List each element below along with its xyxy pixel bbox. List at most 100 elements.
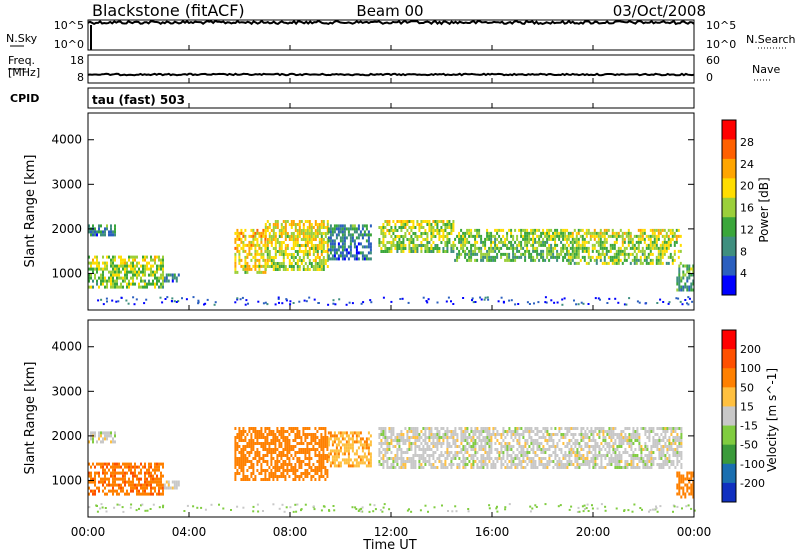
echo-cell — [365, 446, 368, 450]
echo-cell — [422, 232, 425, 235]
echo-cell — [410, 247, 413, 250]
echo-cell — [407, 301, 410, 304]
echo-cell — [692, 282, 695, 286]
echo-cell — [272, 472, 275, 475]
echo-cell — [595, 261, 598, 265]
echo-cell — [585, 234, 588, 238]
echo-cell — [343, 254, 346, 258]
echo-cell — [104, 434, 106, 438]
echo-cell — [286, 457, 289, 460]
echo-cell — [154, 486, 156, 490]
echo-cell — [492, 234, 495, 238]
echo-cell — [632, 466, 635, 469]
echo-cell — [454, 243, 457, 247]
echo-cell — [367, 251, 370, 255]
echo-cell — [404, 427, 407, 430]
echo-cell — [594, 430, 597, 433]
echo-cell — [436, 439, 439, 442]
echo-cell — [452, 463, 455, 466]
echo-cell — [590, 457, 593, 460]
echo-cell — [282, 220, 285, 223]
echo-cell — [282, 466, 285, 469]
echo-cell — [514, 303, 517, 306]
echo-cell — [678, 492, 681, 496]
echo-cell — [494, 436, 497, 439]
echo-cell — [106, 279, 108, 283]
echo-cell — [630, 445, 633, 448]
echo-cell — [546, 231, 549, 235]
echo-cell — [604, 454, 607, 457]
echo-cell — [410, 226, 413, 229]
echo-cell — [602, 445, 605, 448]
echo-cell — [333, 464, 336, 468]
echo-cell — [404, 466, 407, 469]
echo-cell — [430, 223, 433, 226]
echo-cell — [92, 270, 94, 274]
echo-cell — [353, 245, 356, 249]
echo-cell — [266, 241, 269, 244]
echo-cell — [128, 255, 130, 259]
echo-cell — [363, 455, 366, 459]
echo-cell — [98, 434, 100, 438]
echo-cell — [318, 469, 321, 472]
echo-cell — [294, 475, 297, 478]
echo-cell — [258, 457, 261, 460]
echo-cell — [100, 462, 102, 466]
echo-cell — [570, 448, 573, 451]
echo-cell — [425, 300, 428, 302]
echo-cell — [575, 243, 578, 247]
echo-cell — [642, 448, 645, 451]
echo-cell — [320, 223, 323, 226]
echo-cell — [672, 460, 675, 463]
echo-cell — [432, 229, 435, 232]
echo-cell — [610, 427, 613, 430]
echo-cell — [434, 220, 437, 223]
echo-cell — [288, 433, 291, 436]
echo-cell — [266, 433, 269, 436]
echo-cell — [594, 463, 597, 466]
echo-cell — [266, 454, 269, 457]
echo-cell — [422, 466, 425, 469]
echo-cell — [332, 302, 335, 305]
echo-cell — [322, 445, 325, 448]
echo-cell — [386, 442, 389, 445]
echo-cell — [688, 267, 691, 271]
echo-cell — [354, 506, 357, 509]
echo-cell — [382, 442, 385, 445]
echo-cell — [278, 460, 281, 463]
echo-cell — [329, 464, 332, 468]
echo-cell — [474, 439, 477, 442]
echo-cell — [657, 231, 660, 235]
echo-cell — [585, 249, 588, 253]
echo-cell — [289, 303, 292, 306]
echo-cell — [456, 451, 459, 454]
echo-cell — [282, 256, 285, 259]
echo-cell — [412, 232, 415, 235]
echo-cell — [349, 251, 352, 255]
echo-cell — [690, 288, 693, 292]
echo-cell — [514, 430, 517, 433]
echo-cell — [390, 430, 393, 433]
echo-cell — [660, 445, 663, 448]
echo-cell — [298, 247, 301, 250]
echo-cell — [466, 258, 469, 262]
echo-cell — [236, 442, 239, 445]
echo-cell — [333, 227, 336, 231]
echo-cell — [117, 300, 120, 303]
echo-cell — [266, 436, 269, 439]
echo-cell — [484, 439, 487, 442]
echo-cell — [272, 475, 275, 478]
echo-cell — [571, 240, 574, 244]
echo-cell — [142, 258, 144, 262]
echo-cell — [444, 466, 447, 469]
echo-cell — [540, 463, 543, 466]
echo-cell — [623, 237, 626, 241]
echo-cell — [102, 480, 104, 484]
echo-cell — [621, 231, 624, 235]
echo-cell — [288, 451, 291, 454]
echo-cell — [613, 255, 616, 259]
echo-cell — [486, 237, 489, 241]
echo-cell — [554, 448, 557, 451]
echo-cell — [384, 250, 387, 253]
echo-cell — [244, 303, 247, 306]
